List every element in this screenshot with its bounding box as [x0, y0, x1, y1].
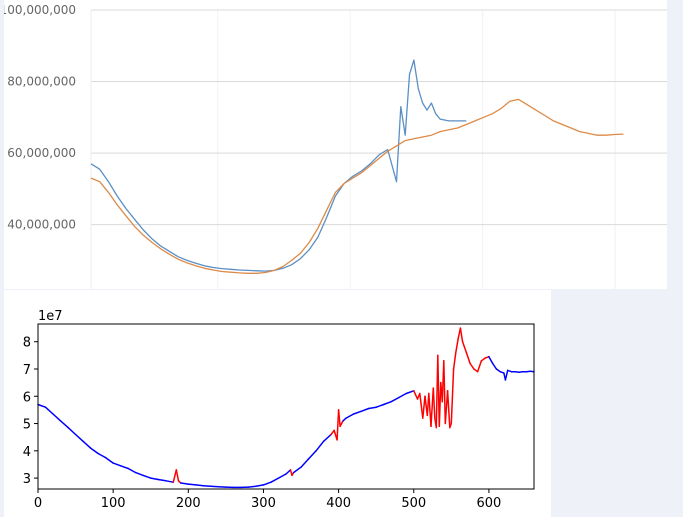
highlight-segment [337, 409, 341, 428]
line-segment [187, 483, 197, 486]
highlight-segment [459, 327, 464, 343]
y-tick-label: 5 [23, 418, 31, 433]
series-line [90, 98, 624, 274]
line-segment [97, 452, 107, 459]
highlight-segment [446, 390, 451, 429]
y-offset-label: 1e7 [38, 309, 63, 324]
line-segment [367, 406, 377, 410]
line-segment [112, 462, 122, 467]
line-segment [491, 362, 498, 370]
line-segment [345, 413, 355, 419]
bottom-line-chart: 1e7 0 100 200 300 400 500 600 3 4 5 6 7 8 [23, 309, 535, 511]
y-tick-label: 8 [23, 336, 31, 351]
line-segment [180, 482, 190, 485]
highlight-segment [461, 340, 468, 354]
line-segment [382, 400, 392, 406]
line-segment [262, 481, 272, 486]
line-segment [37, 403, 47, 408]
line-segment [529, 370, 535, 373]
plot-frame [37, 323, 535, 490]
line-segment [322, 433, 332, 443]
highlight-segment [480, 357, 486, 362]
x-tick-label: 100 [101, 496, 126, 511]
line-segment [247, 485, 257, 488]
line-segment [119, 465, 129, 470]
bottom-strip [0, 517, 683, 524]
line-segment [352, 410, 362, 415]
line-segment [390, 396, 400, 403]
highlight-segment [175, 469, 180, 482]
line-segment [149, 477, 159, 481]
series-line [90, 59, 467, 272]
y-tick-label: 80,000,000 [7, 75, 76, 89]
line-segment [277, 473, 287, 479]
highlight-segment [476, 360, 483, 373]
line-segment [142, 474, 152, 479]
highlight-segment [422, 395, 426, 419]
x-tick-label: 400 [326, 496, 351, 511]
highlight-segment [443, 360, 447, 425]
line-segment [67, 426, 77, 436]
line-segment [405, 390, 415, 395]
highlight-segment [419, 392, 424, 419]
highlight-segment [172, 469, 178, 483]
x-tick-label: 0 [34, 496, 42, 511]
y-tick-label: 3 [23, 472, 31, 487]
highlight-segment [469, 362, 475, 370]
line-segment [210, 485, 220, 488]
x-tick-label: 300 [251, 496, 276, 511]
top-chart-panel: 40,000,000 60,000,000 80,000,000 100,000,00… [4, 0, 667, 289]
highlight-segment [432, 387, 436, 419]
y-tick-label: 100,000,000 [4, 3, 76, 17]
line-segment [44, 406, 54, 415]
line-segment [270, 477, 280, 483]
line-segment [300, 458, 310, 468]
x-tick-label: 500 [401, 496, 426, 511]
line-segment [255, 484, 265, 488]
line-segment [307, 450, 317, 460]
line-segment [202, 484, 212, 488]
highlight-segment [438, 381, 442, 428]
y-tick-label: 60,000,000 [7, 146, 76, 160]
bottom-chart-panel: 1e7 0 100 200 300 400 500 600 3 4 5 6 7 8 [4, 290, 551, 517]
line-segment [82, 440, 92, 449]
line-segment [89, 447, 99, 455]
line-segment [397, 392, 407, 399]
y-tick-label: 40,000,000 [7, 218, 76, 232]
top-line-chart: 40,000,000 60,000,000 80,000,000 100,000,00… [4, 3, 667, 289]
line-segment [157, 478, 167, 482]
line-segment [292, 466, 302, 474]
line-segment [134, 471, 144, 477]
line-segment [104, 456, 114, 464]
line-segment [74, 433, 84, 443]
line-segment [195, 484, 205, 487]
line-segment [127, 467, 137, 474]
y-tick-label: 4 [23, 445, 31, 460]
line-segment [315, 440, 325, 452]
highlight-segment [465, 351, 471, 365]
line-segment [504, 369, 509, 381]
x-tick-label: 600 [476, 496, 501, 511]
x-tick-label: 200 [176, 496, 201, 511]
highlight-segment [455, 338, 459, 354]
line-segment [495, 368, 501, 373]
line-segment [165, 480, 175, 483]
line-segment [360, 407, 370, 413]
highlight-segment [452, 351, 457, 370]
line-segment [488, 355, 494, 365]
line-segment [375, 403, 385, 408]
line-segment [59, 420, 69, 429]
y-tick-label: 7 [23, 363, 31, 378]
line-segment [285, 469, 292, 475]
highlight-segment [450, 368, 455, 425]
highlight-segment [413, 390, 419, 400]
y-tick-label: 6 [23, 390, 31, 405]
line-segment [52, 413, 62, 422]
